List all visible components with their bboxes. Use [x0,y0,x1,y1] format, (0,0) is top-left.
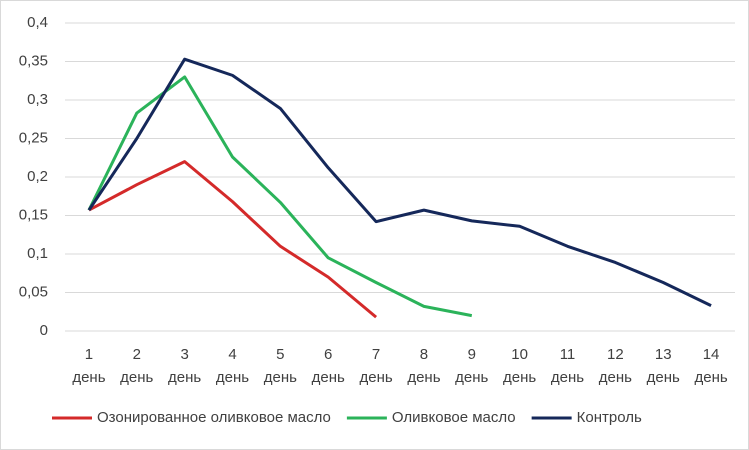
series-line [88,160,378,319]
x-tick-label: 3 день [168,346,201,386]
y-tick-label: 0,1 [27,245,48,262]
y-tick-label: 0,05 [19,283,48,300]
x-tick-label: 13 день [647,346,680,386]
series-line [87,57,712,307]
x-tick-label: 4 день [216,346,249,386]
y-tick-label: 0 [40,322,48,339]
legend-label: Озонированное оливковое масло [97,409,331,426]
x-tick-label: 11 день [551,346,584,386]
y-tick-label: 0,15 [19,206,48,223]
x-tick-label: 5 день [264,346,297,386]
x-tick-label: 1 день [72,346,105,386]
series-line [87,75,473,318]
x-tick-label: 10 день [503,346,536,386]
x-tick-label: 2 день [120,346,153,386]
x-tick-label: 14 день [694,346,727,386]
y-tick-label: 0,35 [19,52,48,69]
y-tick-label: 0,3 [27,91,48,108]
y-tick-label: 0,4 [27,14,48,31]
x-tick-label: 8 день [407,346,440,386]
x-tick-label: 6 день [312,346,345,386]
legend-label: Контроль [577,409,642,426]
y-tick-label: 0,2 [27,168,48,185]
x-tick-label: 7 день [359,346,392,386]
x-tick-label: 12 день [599,346,632,386]
y-tick-label: 0,25 [19,129,48,146]
legend-label: Оливковое масло [392,409,516,426]
x-tick-label: 9 день [455,346,488,386]
